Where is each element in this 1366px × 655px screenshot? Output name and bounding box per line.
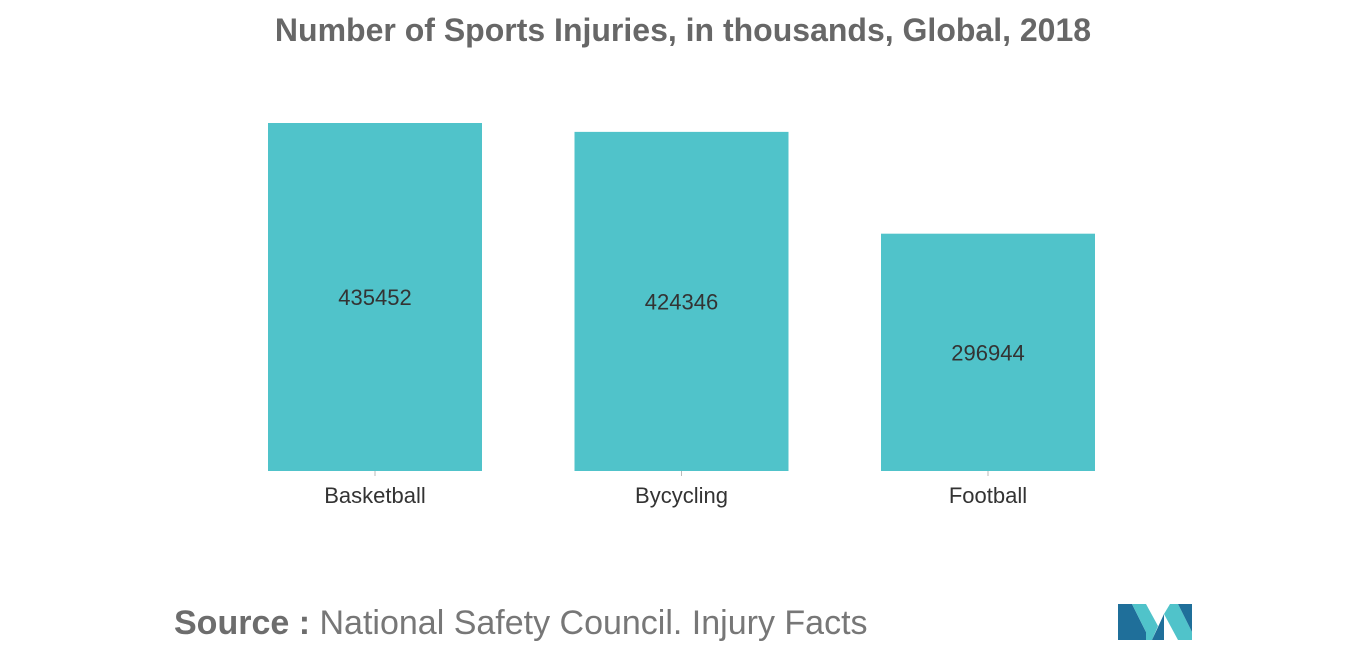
data-label: 296944 — [951, 340, 1024, 365]
x-tick-label: Basketball — [324, 483, 426, 508]
labels-layer: 435452 Basketball 424346 Bycycling 296944 Foo… — [324, 285, 1027, 508]
bar-basketball — [268, 123, 482, 471]
x-tick-label: Football — [949, 483, 1027, 508]
source-line: Source : National Safety Council. Injury… — [174, 604, 868, 643]
x-tick-label: Bycycling — [635, 483, 728, 508]
chart-title: Number of Sports Injuries, in thousands,… — [274, 12, 1092, 48]
bar-football — [881, 233, 1095, 471]
data-label: 424346 — [645, 289, 718, 314]
source-text: National Safety Council. Injury Facts — [319, 604, 868, 642]
bars-layer — [268, 123, 1095, 476]
mordor-logo-icon — [1118, 604, 1192, 640]
data-label: 435452 — [338, 285, 411, 310]
source-label: Source : — [174, 604, 311, 642]
bar-bycycling — [574, 131, 789, 471]
